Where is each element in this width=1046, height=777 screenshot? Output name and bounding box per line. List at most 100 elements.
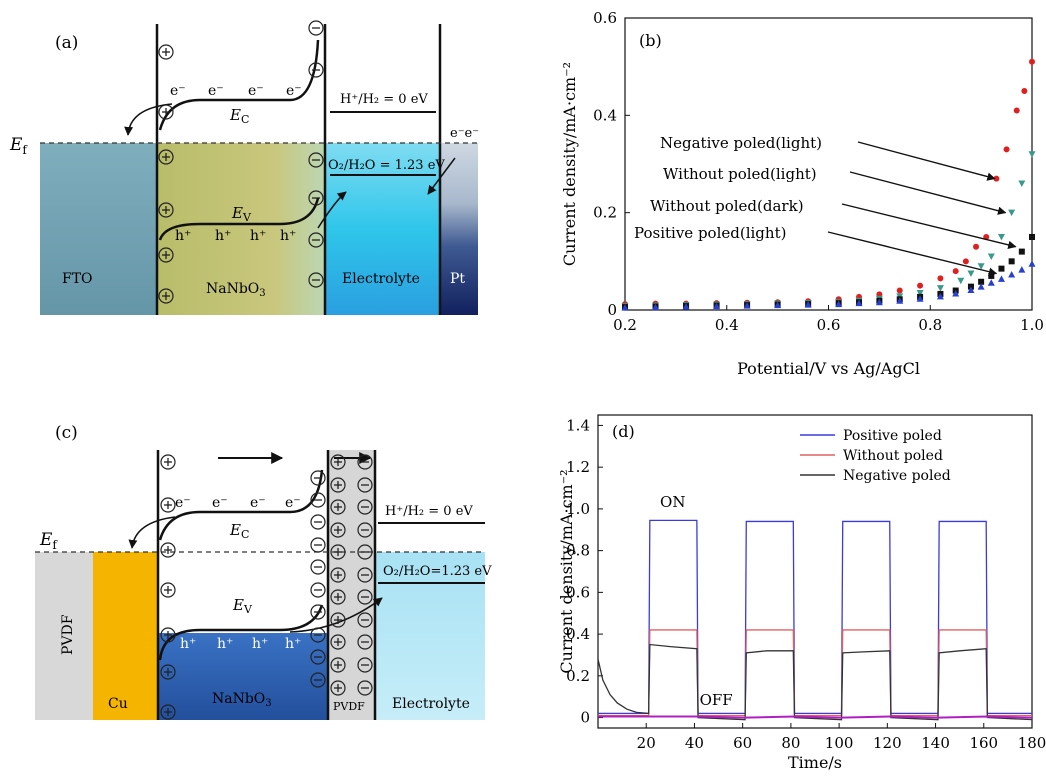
minus-charge-c-left-2-circle [310,492,326,508]
plus-charge-c-pvdf-9-circle [330,634,346,650]
minus-charge-c-left-3 [310,514,326,530]
chart-b-y-tick-label-0: 0 [607,301,617,319]
plus-charge-c-pvdf-3-circle [330,499,346,515]
chart-d-x-tick-label-100: 100 [825,734,854,752]
chart-b-series-4-point-9 [855,299,863,307]
chart-b-series-4-point-5 [743,302,751,309]
plus-charge-c-pvdf-5 [330,544,346,560]
chart-d-panel-tag: (d) [612,422,635,441]
chart-d-y-axis-label: Current density/mA·cm⁻² [557,469,576,673]
chart-b-series-2-point-20 [1018,180,1026,187]
hole-c-1: h⁺ [180,636,196,652]
chart-b-series-4-point-11 [896,297,904,304]
pvdf-mid-label: PVDF [333,700,365,713]
electron-transfer-arrow-c [128,516,176,549]
minus-charge-c-left-10 [310,672,326,688]
minus-charge-a-4 [308,190,324,206]
chart-b-series-2-point-18 [997,234,1005,241]
conduction-band-c [158,469,324,541]
chart-d-series-3-line [597,643,1033,721]
plus-charge-a-1-circle [158,44,174,60]
plus-charge-c-1-circle [160,454,176,470]
plus-charge-c-pvdf-6 [330,567,346,583]
chart-b-series-3-point-19 [1008,258,1015,265]
chart-b-series-4-point-10 [875,298,883,306]
chart-b-series-1-point-15 [962,258,969,265]
minus-charge-a-6-circle [308,272,324,288]
electron-a-3: e⁻ [248,83,264,99]
chart-b-x-tick-label-0.8: 0.8 [918,316,942,334]
electron-c-2: e⁻ [212,495,228,511]
h-level-label-c: H⁺/H₂ = 0 eV [385,504,473,519]
hole-c-2: h⁺ [217,636,233,652]
o-level-label-a: O₂/H₂O = 1.23 eV [328,158,445,173]
minus-charge-c-left-5-circle [310,559,326,575]
minus-charge-c-left-4 [310,537,326,553]
hole-a-2: h⁺ [215,228,231,244]
plus-charge-c-7 [160,704,176,720]
ev-label-c: EV [232,596,253,616]
chart-b-annotation-2: Without poled(light) [663,165,817,183]
pvdf-left-label: PVDF [60,614,76,655]
chart-d-y-tick-label-0.6: 0.6 [566,583,590,601]
chart-d-annotation-2: OFF [700,691,733,709]
minus-charge-c-left-6-circle [310,582,326,598]
plus-charge-a-2-circle [158,104,174,120]
minus-charge-a-4-circle [308,190,324,206]
chart-b-x-tick-label-0.6: 0.6 [817,316,841,334]
plus-charge-a-5 [158,247,174,263]
chart-d-x-tick-label-60: 60 [733,734,752,752]
panel-c-tag: (c) [55,423,78,443]
chart-b-series-1-point-13 [937,275,944,282]
minus-charge-c-left-2 [310,492,326,508]
plus-charge-c-pvdf-11 [330,680,346,696]
chart-b-series-3-point-20 [1018,248,1025,255]
plus-charge-c-6 [160,664,176,680]
minus-charge-c-pvdf-10-circle [357,657,373,673]
electrolyte-label-a: Electrolyte [342,271,420,287]
chart-b-annotation-arrow-1 [857,141,996,181]
electron-a-2: e⁻ [208,83,224,99]
plus-charge-a-5-circle [158,247,174,263]
chart-b: (b) 0.2 0.4 0.6 0.8 1.000.20.40.6Potential/V… [560,9,1044,378]
chart-d-legend: Positive poled Without poled Negative pole… [800,428,951,484]
chart-b-y-tick-label-0.6: 0.6 [593,9,617,27]
chart-b-series-4-point-8 [835,300,843,308]
plus-charge-c-pvdf-4 [330,522,346,538]
hole-c-4: h⁺ [285,636,301,652]
pvdf-mid-layer [328,450,375,720]
ev-label-a: EV [231,204,252,224]
panel-c: (c) Ef EC EV e⁻ e⁻ e⁻ e⁻ h⁺ h⁺ h⁺ h⁺ H⁺/… [35,423,492,720]
minus-charge-c-pvdf-8-circle [357,612,373,628]
chart-b-series-1-point-14 [952,268,959,275]
plus-charge-c-pvdf-4-circle [330,522,346,538]
nanbo3-label-c: NaNbO3 [212,691,272,709]
chart-b-series-4-point-17 [987,279,995,286]
plus-charge-a-3-circle [158,149,174,165]
electrolyte-label-c: Electrolyte [392,696,470,712]
minus-charge-a-3 [308,152,324,168]
fermi-level-label-c: Ef [39,530,58,552]
minus-charge-c-pvdf-6 [357,567,373,583]
chart-d-legend-label-2: Without poled [843,448,943,464]
plus-charge-c-pvdf-5-circle [330,544,346,560]
chart-b-series-3-point-17 [988,272,995,279]
chart-d-y-tick-label-0: 0 [580,709,590,727]
minus-charge-c-pvdf-7 [357,589,373,605]
pt-electrons-label: e⁻e⁻ [450,126,479,141]
plus-charge-c-pvdf-8 [330,612,346,628]
minus-charge-c-left-8 [310,627,326,643]
pt-label: Pt [450,271,465,287]
minus-charge-c-pvdf-5-circle [357,544,373,560]
chart-d-legend-label-3: Negative poled [843,468,951,484]
chart-d-x-tick-label-140: 140 [921,734,950,752]
electrolyte-layer-c [375,552,485,720]
chart-d-legend-label-1: Positive poled [843,428,942,444]
minus-charge-c-pvdf-3 [357,499,373,515]
chart-b-annotation-4: Positive poled(light) [634,224,786,242]
minus-charge-a-1 [308,20,324,36]
chart-b-series-4-point-15 [967,286,975,294]
chart-d-x-tick-label-20: 20 [637,734,656,752]
minus-charge-c-left-5 [310,559,326,575]
chart-b-series-1-point-20 [1013,107,1020,114]
